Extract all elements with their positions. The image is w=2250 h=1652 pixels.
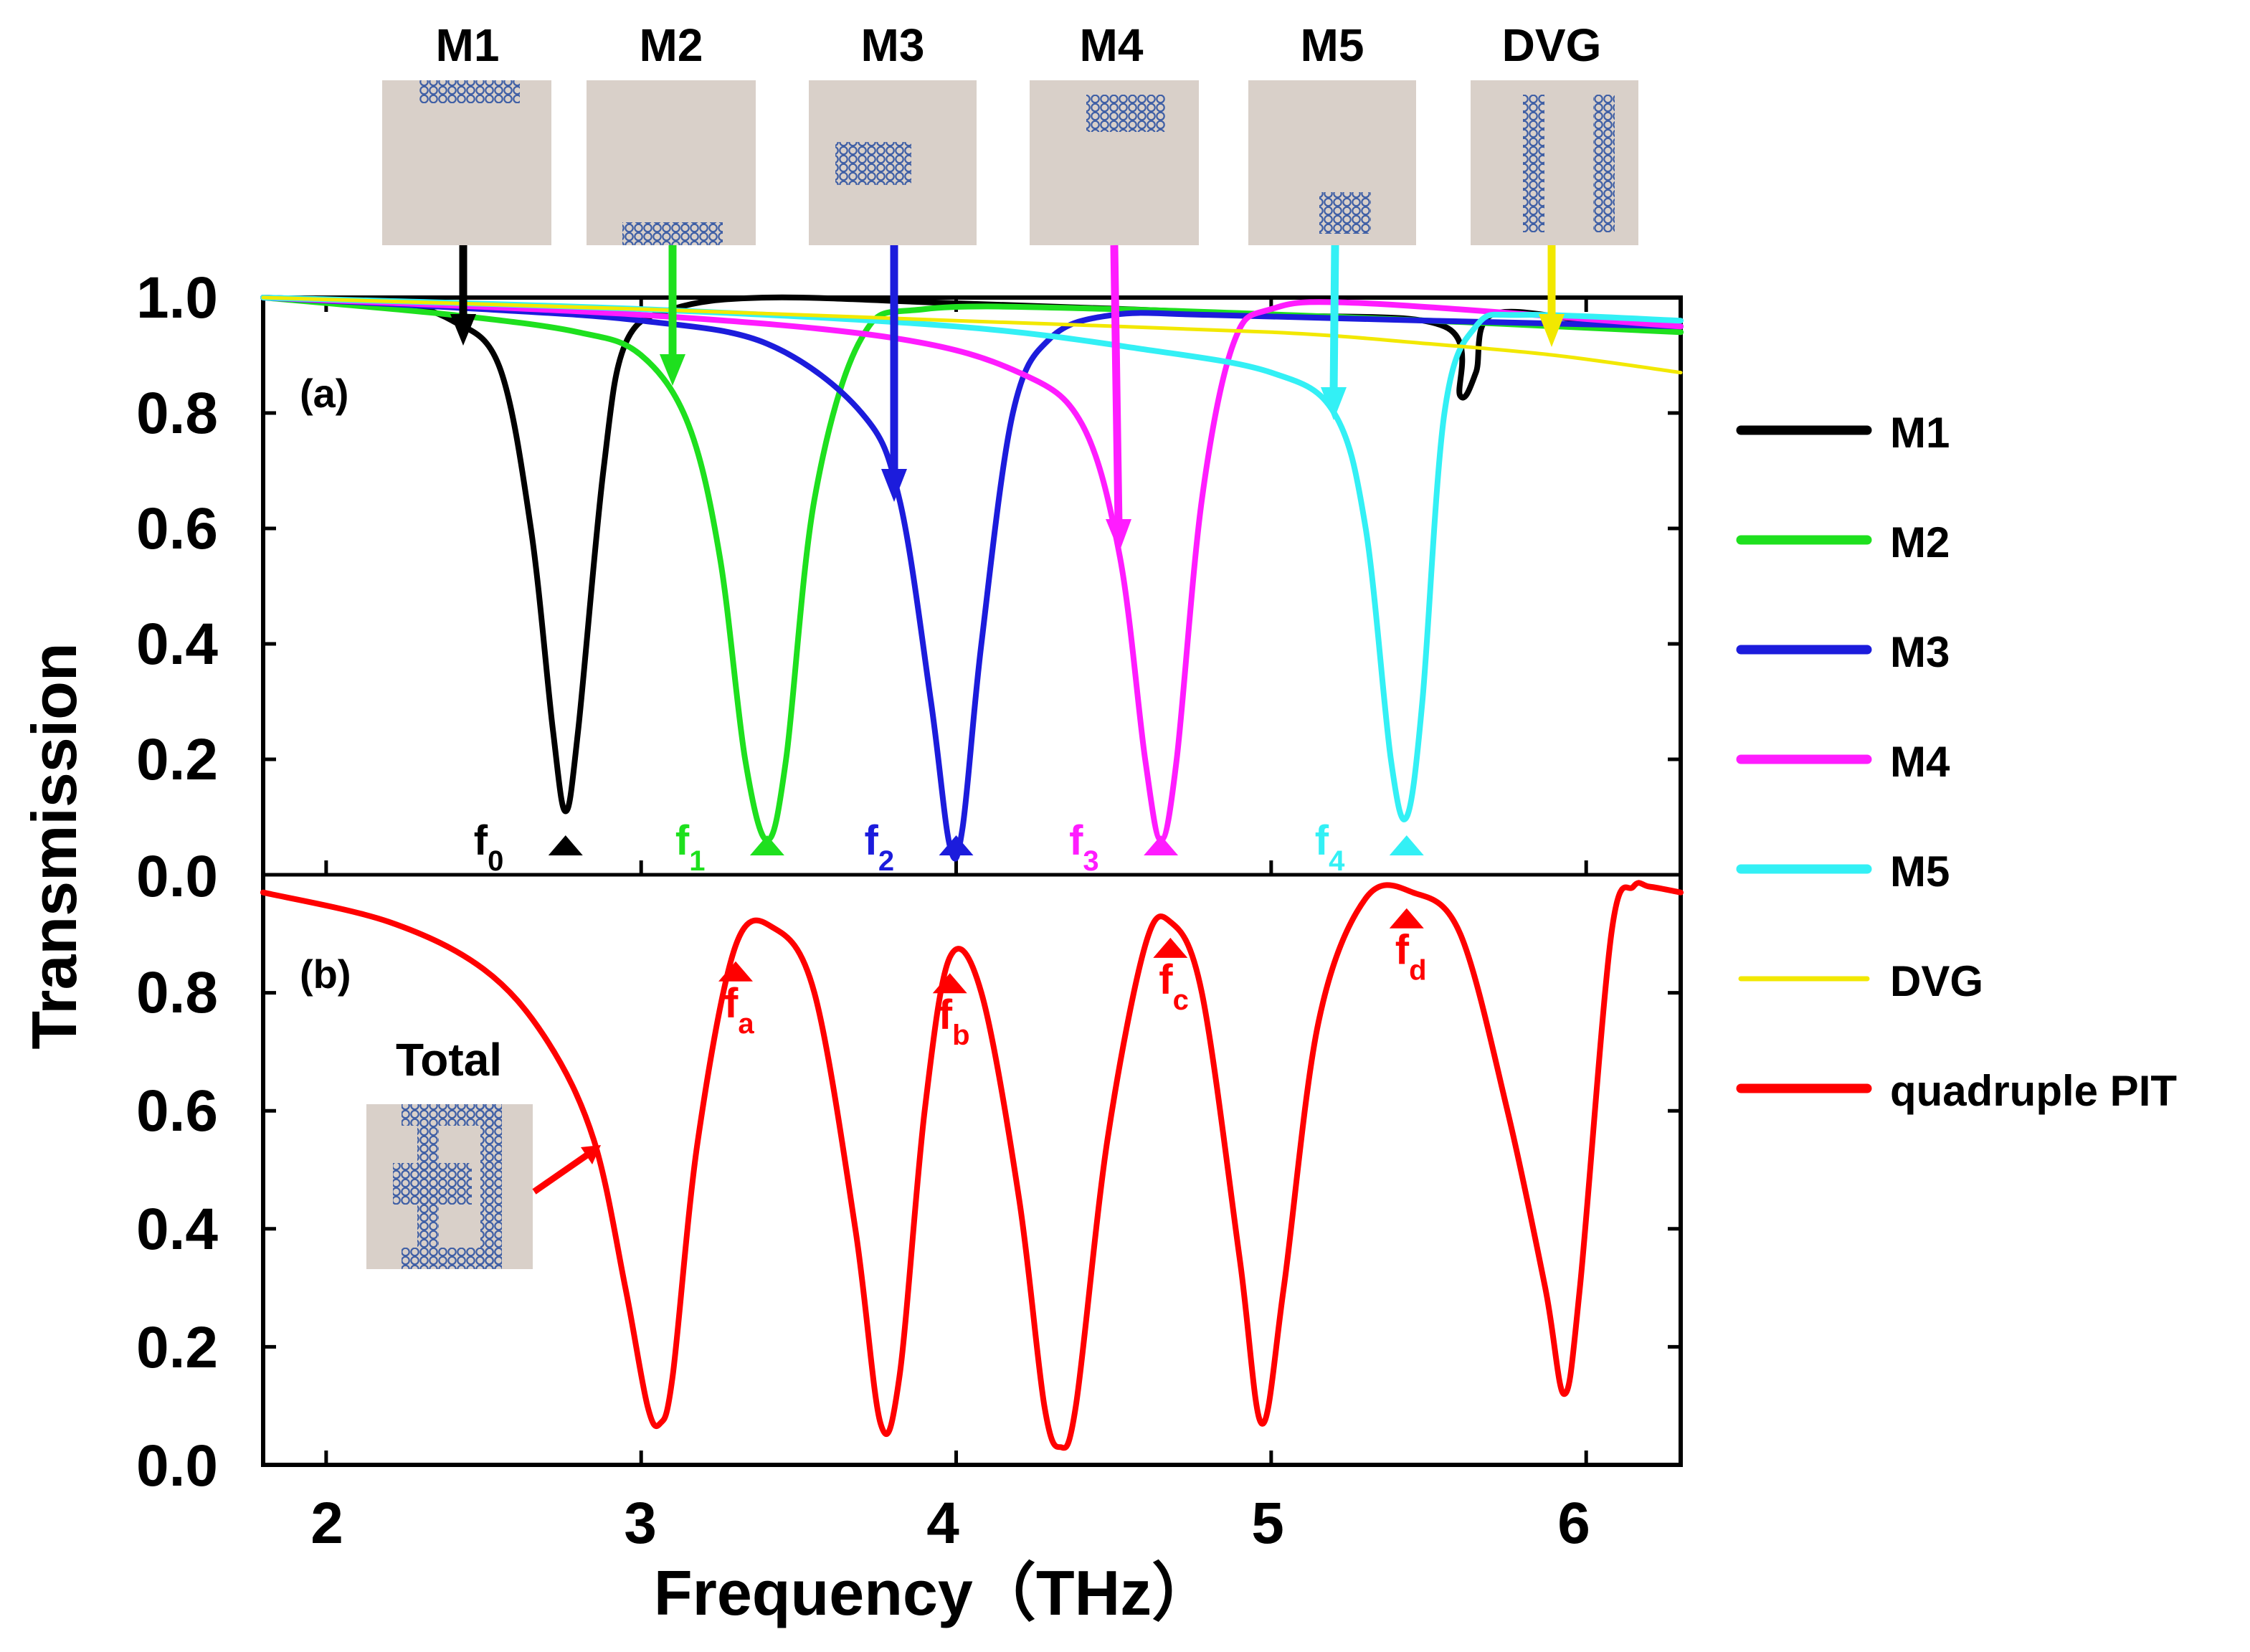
structure-label-m4: M4 — [1080, 19, 1144, 71]
structure-m5: M5 — [1248, 19, 1416, 245]
x-axis-title: Frequency（THz） — [654, 1557, 1215, 1628]
y-tick-a-1.0: 1.0 — [136, 265, 218, 331]
marker-label-f1: f1 — [675, 817, 706, 877]
y-tick-labels-a: 1.0 0.8 0.6 0.4 0.2 — [136, 265, 218, 792]
structure-m2: M2 — [587, 19, 756, 245]
legend-label-quadruple-pit: quadruple PIT — [1890, 1067, 2177, 1115]
data-curves — [260, 294, 1684, 1451]
x-tick-5: 5 — [1251, 1491, 1284, 1556]
legend-label-m5: M5 — [1890, 848, 1950, 896]
marker-label-fb: fb — [939, 992, 970, 1051]
y-tick-b-0.4: 0.4 — [136, 1197, 218, 1262]
y-axis-title: Transmission — [19, 642, 90, 1049]
series-line-m3-panel-a — [260, 295, 1684, 862]
x-tick-2: 2 — [310, 1491, 343, 1556]
total-inset: Total — [366, 1034, 601, 1269]
marker-triangle-fb — [932, 973, 967, 994]
series-line-dvg-panel-a — [261, 295, 1683, 375]
structure-label-m1: M1 — [436, 19, 500, 71]
x-tick-3: 3 — [624, 1491, 657, 1556]
series-line-m1-panel-a — [260, 294, 1684, 815]
marker-label-f4: f4 — [1315, 817, 1345, 877]
marker-triangle-fc — [1153, 937, 1188, 958]
tick-marks — [263, 295, 1681, 1467]
arrow-m2 — [660, 245, 685, 386]
marker-triangle-fd — [1389, 908, 1424, 929]
marker-triangle-f1 — [749, 835, 784, 855]
structure-label-m3: M3 — [861, 19, 925, 71]
y-tick-a-0.4: 0.4 — [136, 612, 218, 677]
y-tick-b-0.6: 0.6 — [136, 1078, 218, 1144]
arrow-m5 — [1321, 245, 1347, 420]
y-tick-b-0.8: 0.8 — [136, 960, 218, 1025]
panel-label-a: (a) — [300, 371, 348, 416]
structure-m3: M3 — [809, 19, 977, 245]
structure-label-dvg: DVG — [1502, 19, 1602, 71]
marker-label-f0: f0 — [474, 817, 504, 877]
structure-m4: M4 — [1030, 19, 1199, 245]
structure-label-m5: M5 — [1301, 19, 1364, 71]
marker-triangle-f2 — [939, 835, 974, 855]
arrow-dvg — [1539, 245, 1565, 347]
structure-panels: M1 M2 M3 M4 M5 DVG — [382, 19, 1638, 245]
legend: M1 M2 M3 M4 M5 DVG quadruple PIT — [1736, 409, 2177, 1115]
y-tick-b-0.0: 0.0 — [136, 1433, 218, 1499]
inset-label-total: Total — [396, 1034, 502, 1086]
marker-label-fc: fc — [1159, 956, 1189, 1016]
marker-triangle-f0 — [548, 835, 583, 855]
frequency-markers: f0 f1 f2 f3 f4 fa fb fc fd — [474, 817, 1427, 1051]
y-tick-a-0.2: 0.2 — [136, 727, 218, 792]
legend-label-m4: M4 — [1890, 738, 1950, 786]
panel-label-b: (b) — [300, 951, 351, 997]
marker-triangle-fa — [718, 961, 753, 982]
legend-label-m3: M3 — [1890, 628, 1950, 676]
x-tick-6: 6 — [1557, 1491, 1590, 1556]
x-tick-labels: 2 3 4 5 6 — [310, 1491, 1590, 1556]
series-line-quadruple-pit-panel-b — [260, 880, 1684, 1451]
series-line-m4-panel-a — [260, 295, 1684, 843]
y-tick-labels-b: 0.0 0.8 0.6 0.4 0.2 0.0 — [136, 844, 218, 1499]
marker-label-f2: f2 — [865, 817, 895, 877]
y-tick-b-0.2: 0.2 — [136, 1315, 218, 1380]
series-line-m5-panel-a — [260, 295, 1684, 822]
marker-label-fa: fa — [724, 980, 754, 1040]
marker-label-fd: fd — [1395, 927, 1427, 987]
structure-dvg: DVG — [1471, 19, 1638, 245]
inset-arrow — [532, 1145, 601, 1195]
arrow-m3 — [881, 245, 907, 502]
legend-label-m1: M1 — [1890, 409, 1950, 457]
axes — [261, 295, 1683, 1467]
arrow-m1 — [450, 245, 476, 346]
x-tick-4: 4 — [926, 1491, 959, 1556]
y-tick-a-0.8: 0.8 — [136, 381, 218, 446]
arrow-m4 — [1106, 245, 1131, 552]
legend-label-dvg: DVG — [1890, 957, 1983, 1005]
structure-label-m2: M2 — [640, 19, 703, 71]
y-tick-b-0.0-top: 0.0 — [136, 844, 218, 909]
marker-triangle-f3 — [1144, 835, 1179, 855]
marker-triangle-f4 — [1389, 835, 1424, 855]
structure-arrows — [450, 245, 1565, 552]
y-tick-a-0.6: 0.6 — [136, 496, 218, 561]
structure-m1: M1 — [382, 19, 551, 245]
series-line-m2-panel-a — [260, 295, 1684, 843]
marker-label-f3: f3 — [1069, 817, 1099, 877]
legend-label-m2: M2 — [1890, 518, 1950, 566]
